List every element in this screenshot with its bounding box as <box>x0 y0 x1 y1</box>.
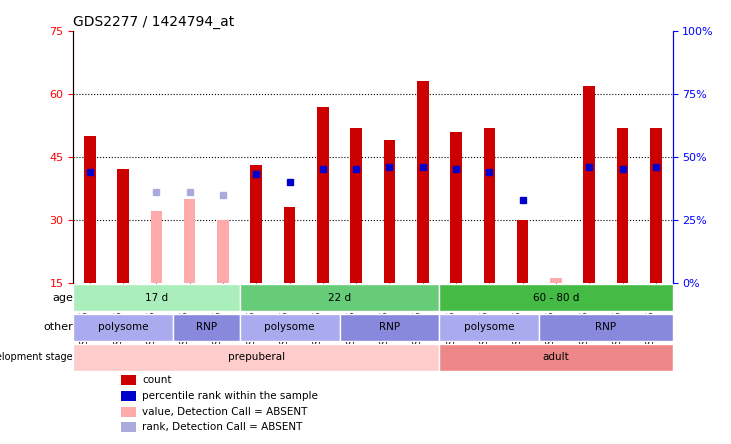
Text: 17 d: 17 d <box>145 293 168 302</box>
Bar <box>384 140 395 283</box>
Text: rank, Detection Call = ABSENT: rank, Detection Call = ABSENT <box>142 422 303 432</box>
FancyBboxPatch shape <box>439 314 539 341</box>
Text: development stage: development stage <box>0 352 73 362</box>
Bar <box>417 81 428 283</box>
Bar <box>121 375 136 385</box>
Bar <box>317 107 329 283</box>
Bar <box>483 127 495 283</box>
Bar <box>121 407 136 416</box>
FancyBboxPatch shape <box>240 314 339 341</box>
Text: polysome: polysome <box>98 322 148 333</box>
Text: RNP: RNP <box>196 322 217 333</box>
Bar <box>583 86 595 283</box>
Text: prepuberal: prepuberal <box>227 352 285 362</box>
Text: 22 d: 22 d <box>328 293 351 302</box>
FancyBboxPatch shape <box>339 314 439 341</box>
FancyBboxPatch shape <box>439 344 673 371</box>
FancyBboxPatch shape <box>173 314 240 341</box>
Bar <box>151 211 162 283</box>
Text: GDS2277 / 1424794_at: GDS2277 / 1424794_at <box>73 15 235 29</box>
Bar <box>183 199 195 283</box>
Bar <box>350 127 362 283</box>
Bar <box>517 220 529 283</box>
Text: value, Detection Call = ABSENT: value, Detection Call = ABSENT <box>142 407 308 416</box>
Bar <box>121 422 136 432</box>
Text: 60 - 80 d: 60 - 80 d <box>533 293 579 302</box>
Bar <box>284 207 295 283</box>
Text: RNP: RNP <box>379 322 400 333</box>
Text: polysome: polysome <box>464 322 515 333</box>
FancyBboxPatch shape <box>439 284 673 311</box>
Text: polysome: polysome <box>265 322 315 333</box>
Bar <box>450 132 462 283</box>
Bar <box>217 220 229 283</box>
FancyBboxPatch shape <box>73 284 240 311</box>
Bar <box>617 127 629 283</box>
Bar <box>550 278 562 283</box>
Text: other: other <box>43 322 73 333</box>
FancyBboxPatch shape <box>73 344 439 371</box>
Text: count: count <box>142 375 172 385</box>
Bar <box>121 391 136 401</box>
Bar <box>650 127 662 283</box>
Bar <box>84 136 96 283</box>
FancyBboxPatch shape <box>539 314 673 341</box>
Text: adult: adult <box>542 352 569 362</box>
Text: age: age <box>52 293 73 302</box>
FancyBboxPatch shape <box>240 284 439 311</box>
Text: percentile rank within the sample: percentile rank within the sample <box>142 391 318 401</box>
Text: RNP: RNP <box>595 322 616 333</box>
Bar <box>117 170 129 283</box>
Bar <box>251 165 262 283</box>
FancyBboxPatch shape <box>73 314 173 341</box>
